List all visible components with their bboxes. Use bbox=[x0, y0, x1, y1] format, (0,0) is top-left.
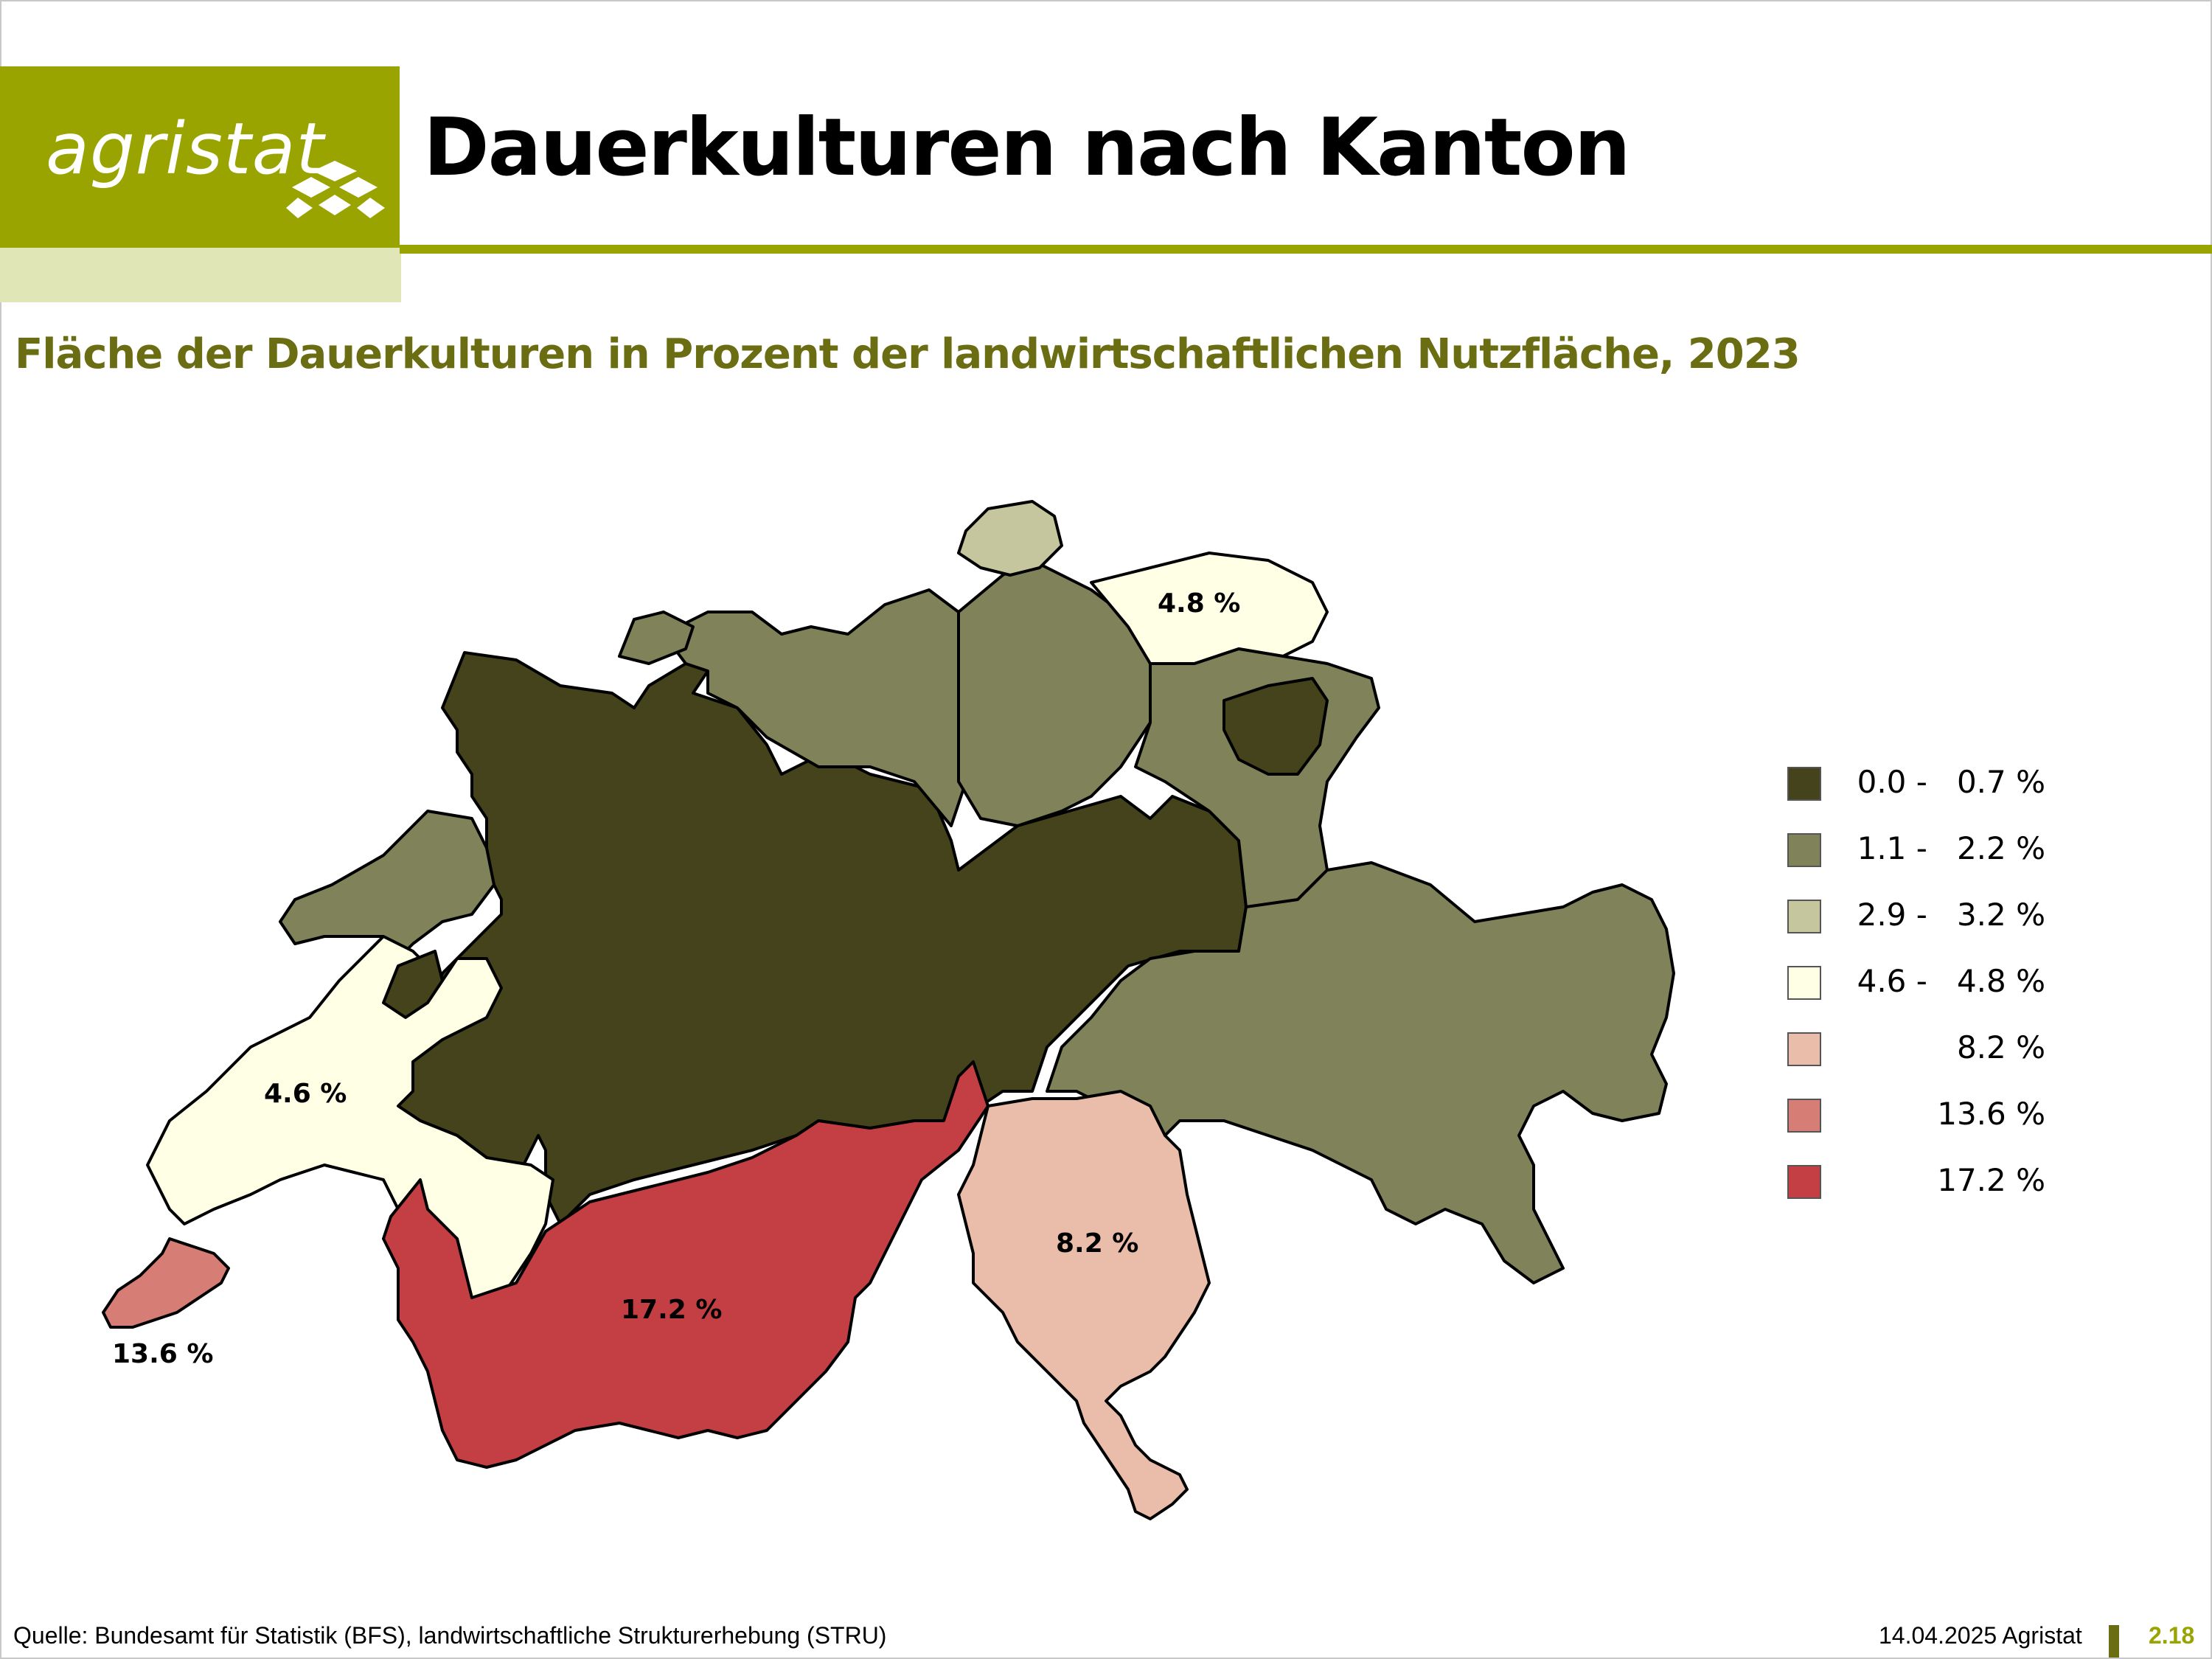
legend-item: 13.6 % bbox=[1787, 1094, 2097, 1161]
legend-swatch bbox=[1787, 966, 1821, 1000]
legend-swatch bbox=[1787, 900, 1821, 933]
page-number: 2.18 bbox=[2149, 1622, 2195, 1649]
legend-label: 1.1 - 2.2 % bbox=[1857, 830, 2045, 866]
page-divider bbox=[2109, 1625, 2119, 1658]
legend-swatch bbox=[1787, 1099, 1821, 1133]
logo-box bbox=[0, 66, 400, 248]
label-vaud: 4.6 % bbox=[264, 1079, 347, 1109]
canton-appenzell bbox=[1222, 677, 1329, 776]
legend-item: 1.1 - 2.2 % bbox=[1787, 829, 2097, 895]
legend-item: 17.2 % bbox=[1787, 1161, 2097, 1227]
legend-label: 17.2 % bbox=[1937, 1162, 2045, 1198]
legend-item: 2.9 - 3.2 % bbox=[1787, 895, 2097, 961]
canton-zurich bbox=[957, 559, 1152, 827]
legend-swatch bbox=[1787, 1032, 1821, 1066]
canton-valais bbox=[382, 1060, 990, 1469]
legend-label: 4.6 - 4.8 % bbox=[1857, 963, 2045, 999]
canton-ticino bbox=[957, 1090, 1211, 1520]
legend-swatch bbox=[1787, 833, 1821, 867]
canton-graubunden bbox=[1046, 861, 1675, 1284]
source-note: Quelle: Bundesamt für Statistik (BFS), l… bbox=[13, 1622, 887, 1649]
canton-geneva bbox=[102, 1237, 230, 1329]
legend-swatch bbox=[1787, 767, 1821, 801]
label-thurgau: 4.8 % bbox=[1158, 588, 1240, 619]
label-ticino: 8.2 % bbox=[1056, 1228, 1138, 1259]
page-title: Dauerkulturen nach Kanton bbox=[423, 102, 1631, 194]
legend-label: 2.9 - 3.2 % bbox=[1857, 897, 2045, 933]
legend-label: 0.0 - 0.7 % bbox=[1857, 764, 2045, 800]
header-rule bbox=[400, 245, 2212, 254]
legend-item: 4.6 - 4.8 % bbox=[1787, 961, 2097, 1028]
legend-swatch bbox=[1787, 1165, 1821, 1199]
chart-subtitle: Fläche der Dauerkulturen in Prozent der … bbox=[15, 330, 1801, 378]
canton-schaffhausen bbox=[957, 500, 1063, 577]
map-legend: 0.0 - 0.7 % 1.1 - 2.2 % 2.9 - 3.2 % 4.6 - 4… bbox=[1787, 762, 2097, 1227]
label-geneva: 13.6 % bbox=[112, 1339, 213, 1369]
legend-item: 8.2 % bbox=[1787, 1028, 2097, 1094]
canton-neuchatel bbox=[279, 810, 495, 960]
logo-tab bbox=[0, 248, 401, 302]
label-valais: 17.2 % bbox=[621, 1295, 722, 1325]
logo-text: agristat bbox=[46, 108, 325, 190]
canton-fragment bbox=[382, 950, 444, 1019]
legend-item: 0.0 - 0.7 % bbox=[1787, 762, 2097, 829]
agristat-logo-icon bbox=[286, 161, 385, 218]
legend-label: 13.6 % bbox=[1937, 1096, 2045, 1132]
legend-label: 8.2 % bbox=[1956, 1029, 2045, 1065]
canton-basel bbox=[618, 611, 695, 665]
footer-date: 14.04.2025 Agristat bbox=[1879, 1622, 2082, 1649]
